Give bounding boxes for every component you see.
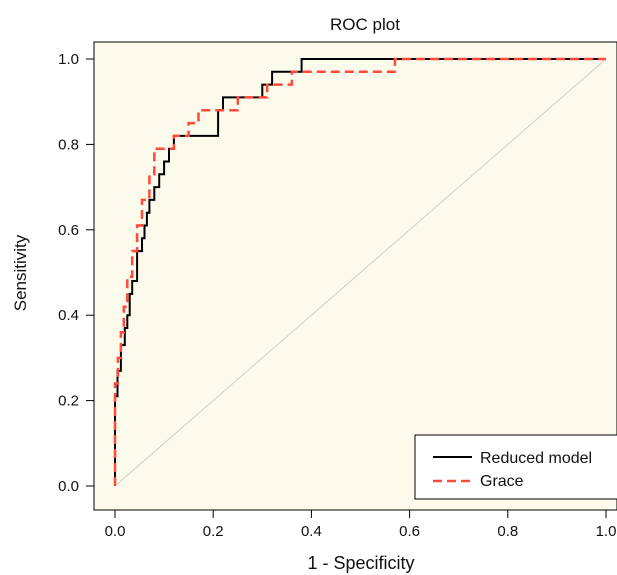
legend-label-grace: Grace xyxy=(480,473,524,490)
x-axis-label: 1 - Specificity xyxy=(307,553,414,573)
y-tick-label: 0.4 xyxy=(58,307,79,324)
x-tick-label: 0.6 xyxy=(399,523,420,540)
reference-diagonal xyxy=(114,58,607,487)
legend-box xyxy=(414,434,617,500)
y-tick-label: 0.6 xyxy=(58,222,79,239)
legend-label-reduced-model: Reduced model xyxy=(480,450,592,467)
y-tick-label: 1.0 xyxy=(58,51,79,68)
x-tick-label: 0.2 xyxy=(203,523,224,540)
chart-title: ROC plot xyxy=(330,15,400,34)
x-tick-label: 0.8 xyxy=(497,523,518,540)
legend: Reduced model Grace xyxy=(414,434,617,500)
y-tick-label: 0.0 xyxy=(58,478,79,495)
series-line-grace xyxy=(113,57,606,486)
x-tick-label: 0.4 xyxy=(301,523,322,540)
x-tick-label: 1.0 xyxy=(596,523,617,540)
y-tick-label: 0.8 xyxy=(58,136,79,153)
series-line-reduced-model xyxy=(114,58,606,486)
y-tick-label: 0.2 xyxy=(58,393,79,410)
x-tick-label: 0.0 xyxy=(105,523,126,540)
y-axis-label: Sensitivity xyxy=(11,234,30,311)
plot-area xyxy=(93,41,617,511)
